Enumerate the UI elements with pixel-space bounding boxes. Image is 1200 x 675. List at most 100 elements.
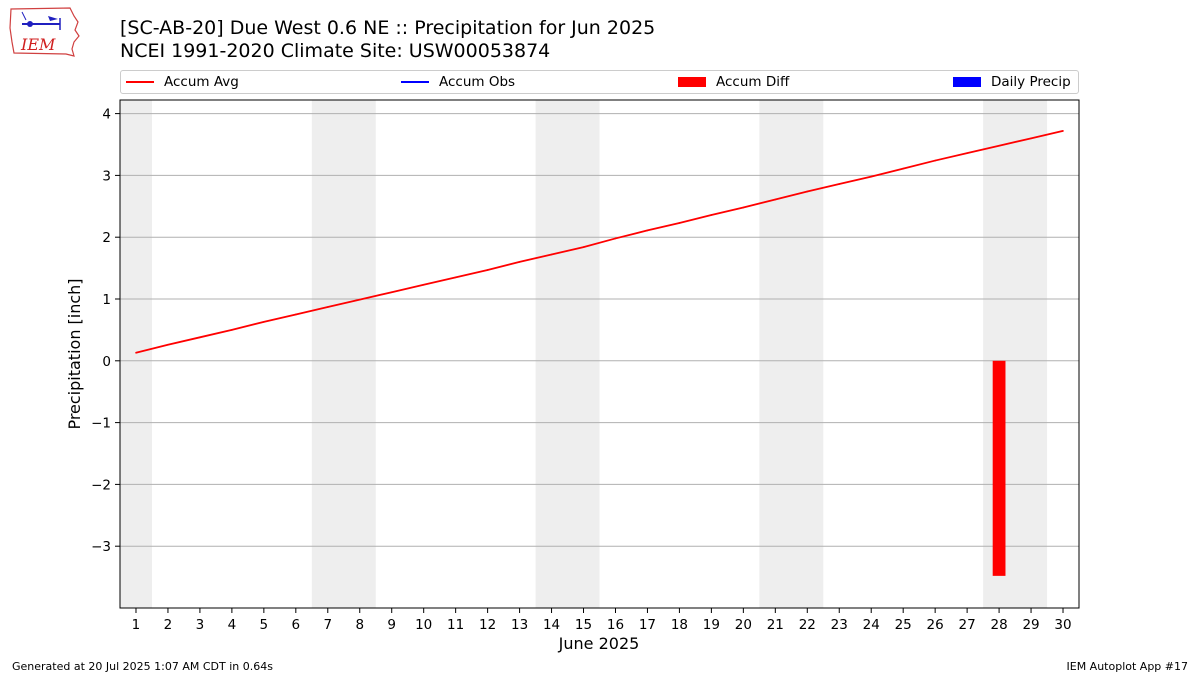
x-tick-label: 27: [959, 617, 976, 633]
legend-label: Accum Diff: [716, 74, 790, 90]
legend-item-accum-obs: Accum Obs: [401, 71, 515, 93]
accum-avg-point: [838, 183, 841, 185]
plot-frame: [119, 99, 1080, 609]
x-tick-label: 16: [607, 617, 624, 633]
x-tick-label: 1: [132, 617, 141, 633]
iowa-map-outline-icon: [9, 7, 80, 57]
y-tick-label: −2: [91, 477, 111, 493]
accum-avg-point: [646, 229, 649, 232]
accum-avg-point: [902, 167, 904, 170]
accum-avg-point: [582, 246, 585, 248]
x-tick-label: 26: [927, 617, 944, 633]
x-tick-label: 23: [831, 617, 848, 633]
weekend-shade-1: [311, 100, 376, 608]
accum-avg-point: [742, 206, 745, 209]
legend-label: Daily Precip: [991, 74, 1071, 90]
accum-diff-bars: [992, 360, 1006, 576]
legend-swatch: [401, 81, 429, 83]
x-tick-label: 8: [355, 617, 364, 633]
x-tick-label: 9: [387, 617, 396, 633]
accum-avg-point: [614, 237, 617, 240]
accum-avg-point: [135, 351, 137, 354]
accum-avg-point: [966, 152, 968, 154]
x-tick-label: 12: [479, 617, 496, 633]
accum-avg-point: [1062, 130, 1064, 132]
accum-avg-point: [678, 222, 681, 224]
legend-swatch: [126, 81, 154, 83]
legend-label: Accum Obs: [439, 74, 516, 90]
accum-avg-point: [422, 283, 425, 286]
x-tick-label: 13: [511, 617, 528, 633]
x-tick-label: 25: [895, 617, 912, 633]
legend-label: Accum Avg: [164, 74, 239, 90]
accum-avg-point: [358, 298, 361, 301]
accum-avg-point: [774, 198, 777, 201]
y-tick-label: −1: [91, 416, 111, 432]
x-tick-label: 5: [260, 617, 269, 633]
accum-avg-point: [486, 269, 489, 271]
legend: Accum Avg Accum Obs Accum Diff Daily Pre…: [120, 70, 1079, 94]
chart-title: [SC-AB-20] Due West 0.6 NE :: Precipitat…: [120, 17, 656, 39]
x-tick-label: 24: [863, 617, 880, 633]
weekend-shade-3: [759, 100, 824, 608]
generated-timestamp: Generated at 20 Jul 2025 1:07 AM CDT in …: [12, 660, 273, 673]
x-tick-label: 14: [543, 617, 560, 633]
x-tick-label: 29: [1022, 617, 1039, 633]
accum-avg-point: [295, 313, 297, 316]
x-tick-label: 19: [703, 617, 720, 633]
x-tick-label: 7: [323, 617, 332, 633]
y-axis-label: Precipitation [inch]: [65, 278, 84, 429]
legend-swatch: [678, 77, 706, 87]
weekend-shade-2: [535, 100, 600, 608]
accum-avg-point: [550, 253, 553, 256]
accum-avg-line-group: [135, 130, 1064, 354]
accum-avg-point: [390, 291, 393, 293]
x-tick-label: 22: [799, 617, 816, 633]
accum-avg-point: [998, 144, 1000, 147]
x-tick-label: 2: [164, 617, 173, 633]
y-axis-ticks: −3 −2 −1 0 1 2 3 4: [91, 107, 120, 555]
accum-avg-point: [167, 343, 169, 346]
accum-avg-point: [454, 276, 457, 279]
app-label: IEM Autoplot App #17: [1066, 660, 1189, 673]
accum-avg-point: [518, 261, 521, 263]
x-tick-label: 17: [639, 617, 656, 633]
x-axis-ticks: 1 2 3 4 5 6 7 8 9 10 11 12 13 14 15 16 17 18 19 20 21 22 23 24 2…: [132, 608, 1072, 633]
x-tick-label: 20: [735, 617, 752, 633]
weekend-shading: [120, 100, 1048, 608]
legend-item-accum-avg: Accum Avg: [126, 71, 239, 93]
y-tick-label: 2: [102, 230, 111, 246]
x-tick-label: 3: [196, 617, 205, 633]
x-tick-label: 18: [671, 617, 688, 633]
x-tick-label: 4: [228, 617, 237, 633]
svg-text:IEM: IEM: [20, 35, 56, 54]
accum-avg-point: [326, 306, 329, 308]
accum-avg-point: [199, 336, 201, 339]
chart-subtitle: NCEI 1991-2020 Climate Site: USW00053874: [120, 40, 551, 62]
accum-avg-point: [710, 214, 713, 216]
accum-avg-point: [806, 190, 809, 193]
y-tick-label: −3: [91, 539, 111, 555]
accum-avg-point: [870, 175, 873, 178]
accum-avg-point: [934, 159, 936, 162]
y-tick-label: 1: [102, 292, 111, 308]
iem-logo: IEM: [8, 6, 80, 64]
accum-avg-point: [231, 329, 233, 331]
x-tick-label: 6: [292, 617, 301, 633]
legend-item-accum-diff: Accum Diff: [678, 71, 789, 93]
x-axis-label: June 2025: [558, 634, 640, 653]
legend-swatch: [953, 77, 981, 87]
x-tick-label: 11: [447, 617, 464, 633]
y-tick-label: 3: [102, 168, 111, 184]
x-tick-label: 30: [1054, 617, 1071, 633]
weekend-shade-0: [120, 100, 152, 608]
grid-lines: [120, 113, 1079, 547]
accum-avg-point: [263, 321, 265, 323]
accum-diff-bar: [992, 360, 1006, 576]
x-tick-label: 28: [990, 617, 1007, 633]
x-tick-label: 10: [415, 617, 432, 633]
x-tick-label: 15: [575, 617, 592, 633]
accum-avg-line: [135, 130, 1064, 354]
accum-avg-point: [1030, 137, 1032, 140]
